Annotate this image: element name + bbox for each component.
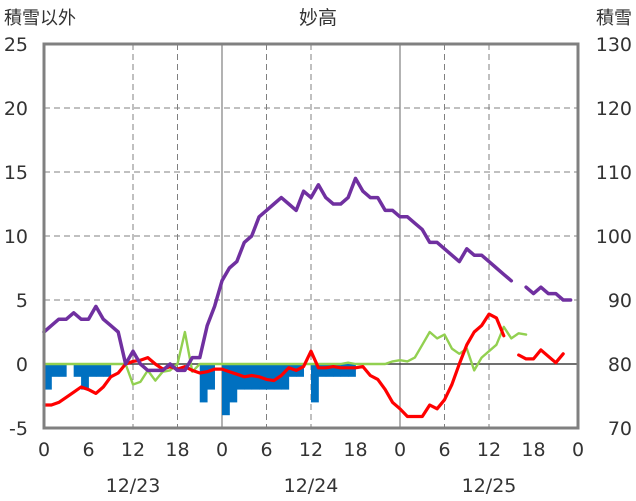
x-tick-label: 12 (477, 439, 501, 461)
wind-line (42, 325, 528, 386)
x-tick-label: 6 (260, 439, 272, 461)
precip-bar (51, 364, 60, 377)
x-tick-label: 12 (299, 439, 323, 461)
precip-bar (281, 364, 290, 390)
right-tick-label: 70 (608, 418, 632, 440)
series-lines (42, 176, 573, 419)
right-axis-label: 積雪 (596, 8, 632, 29)
right-tick-label: 110 (596, 162, 632, 184)
temperature-line (517, 348, 565, 365)
precip-bar (207, 364, 215, 390)
precip-bar (296, 364, 304, 377)
precip-bar (58, 364, 67, 377)
precip-bar (311, 364, 319, 403)
right-tick-label: 80 (608, 354, 632, 376)
right-tick-label: 130 (596, 34, 632, 56)
x-tick-label: 0 (572, 439, 584, 461)
precip-bar (348, 364, 356, 377)
left-tick-label: 20 (4, 98, 28, 120)
left-tick-label: 15 (4, 162, 28, 184)
date-label: 12/24 (284, 475, 339, 497)
x-tick-label: 0 (38, 439, 50, 461)
snow_depth-line (524, 285, 573, 302)
precip-bar (222, 364, 230, 416)
left-tick-label: 10 (4, 226, 28, 248)
date-label: 12/25 (462, 475, 517, 497)
right-tick-label: 90 (608, 290, 632, 312)
left-axis-label: 積雪以外 (4, 8, 76, 29)
x-tick-label: 0 (216, 439, 228, 461)
precip-bar (88, 364, 97, 377)
plot-frame (42, 42, 580, 430)
precip-bar (266, 364, 275, 390)
left-tick-label: 0 (16, 354, 28, 376)
precip-bar (199, 364, 208, 403)
precip-bars (44, 364, 356, 416)
precip-bar (333, 364, 342, 377)
right-tick-label: 120 (596, 98, 632, 120)
left-tick-label: 25 (4, 34, 28, 56)
precip-bar (73, 364, 82, 377)
temperature-line (42, 312, 506, 419)
x-tick-label: 18 (343, 439, 367, 461)
precip-bar (81, 364, 89, 390)
date-label: 12/23 (106, 475, 161, 497)
x-tick-label: 18 (521, 439, 545, 461)
precip-bar (340, 364, 349, 377)
precip-bar (44, 364, 52, 390)
x-tick-label: 6 (438, 439, 450, 461)
left-tick-label: 5 (16, 290, 28, 312)
right-tick-label: 100 (596, 226, 632, 248)
chart-title: 妙高 (299, 7, 337, 29)
precip-bar (103, 364, 112, 377)
x-tick-label: 6 (82, 439, 94, 461)
x-tick-label: 12 (121, 439, 145, 461)
precip-bar (95, 364, 104, 377)
precip-bar (318, 364, 327, 377)
precip-bar (325, 364, 334, 377)
x-tick-label: 18 (165, 439, 189, 461)
x-tick-label: 0 (394, 439, 406, 461)
snow_depth-line (42, 176, 514, 373)
precip-bar (229, 364, 238, 403)
left-tick-label: -5 (9, 418, 28, 440)
